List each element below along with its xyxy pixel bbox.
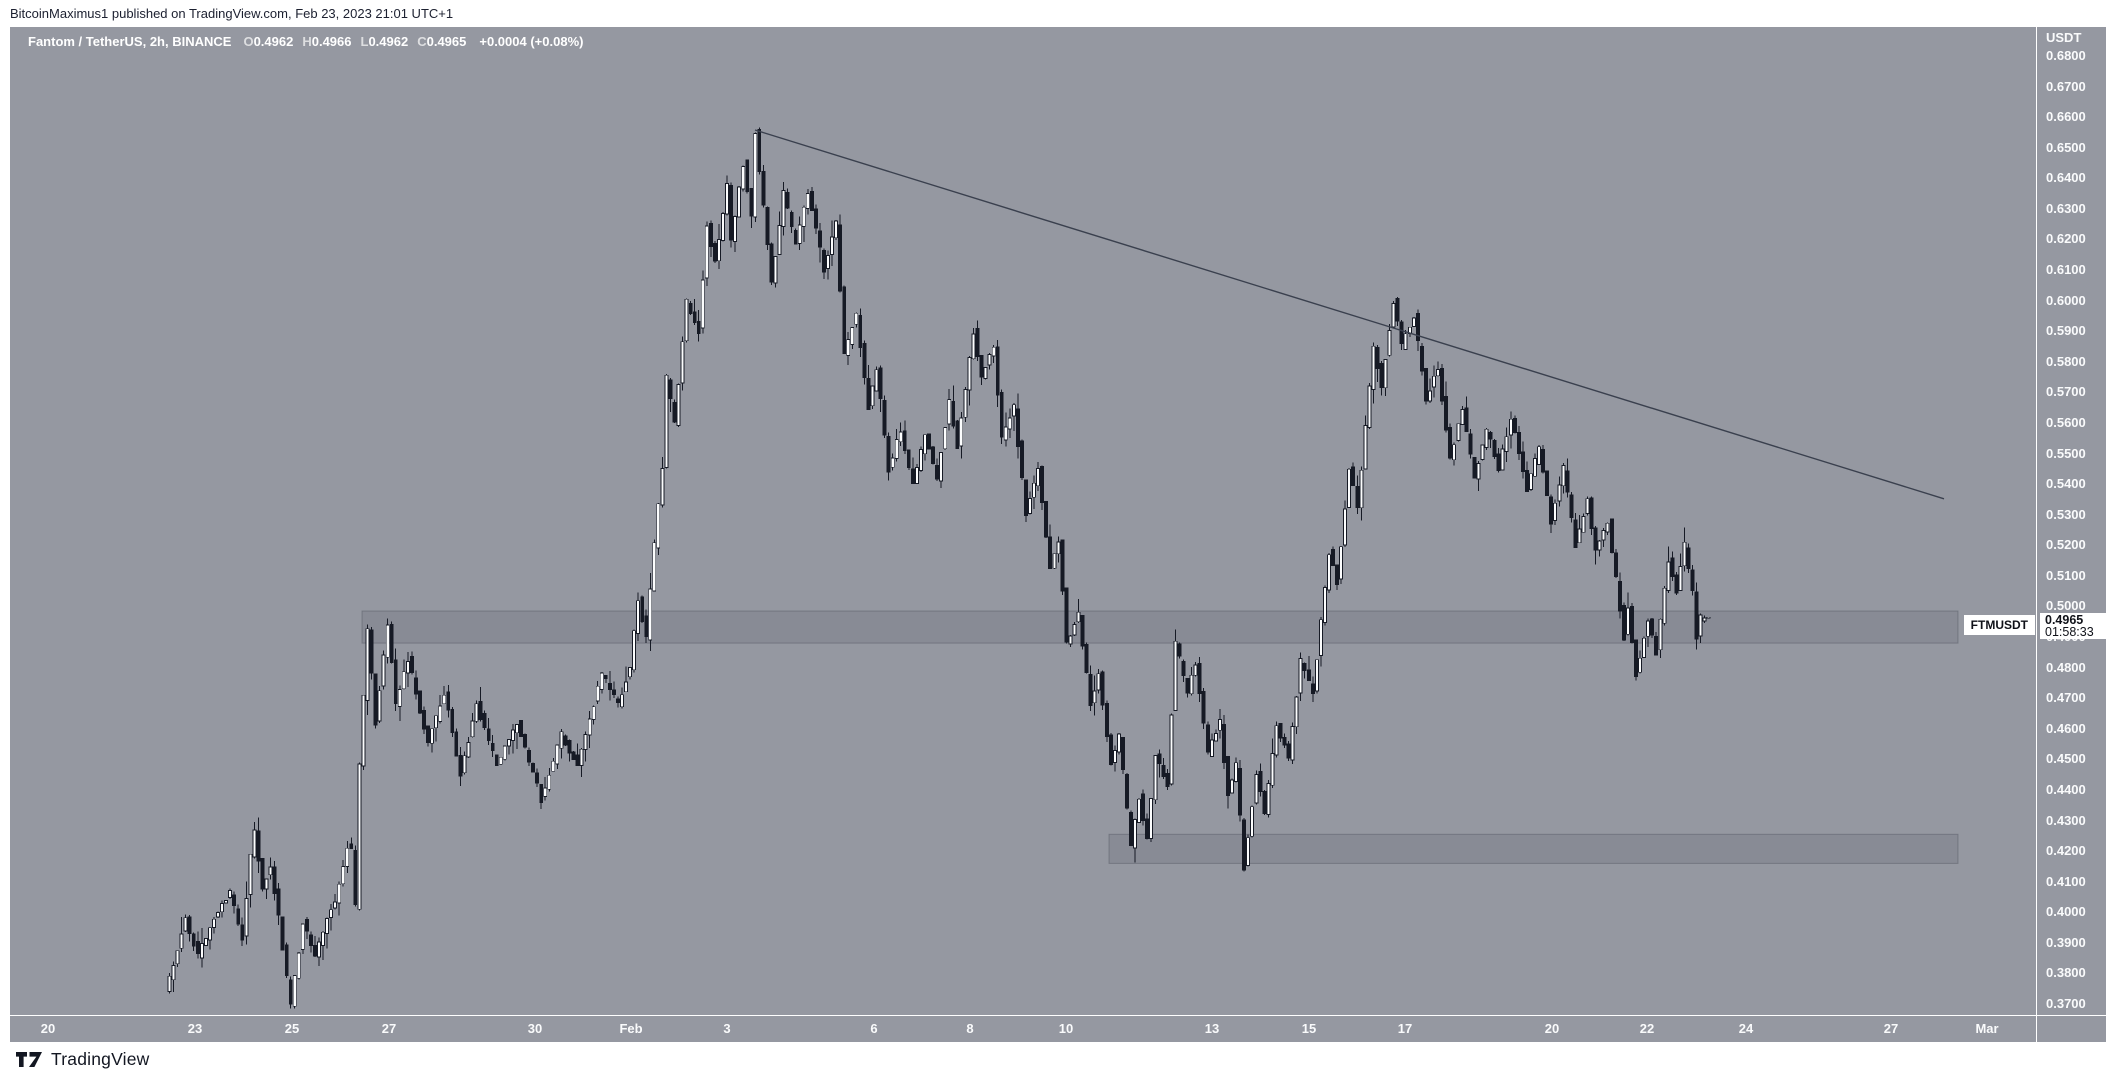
- last-price-value: 0.4965: [2045, 613, 2084, 627]
- price-tick: 0.6400: [2046, 170, 2086, 186]
- price-tick: 0.5900: [2046, 323, 2086, 339]
- price-tick: 0.4100: [2046, 873, 2086, 889]
- ohlc-h: H0.4966: [302, 34, 352, 49]
- time-tick: 20: [40, 1021, 56, 1036]
- price-tick: 0.4600: [2046, 720, 2086, 736]
- time-tick: 27: [381, 1021, 397, 1036]
- price-tick: 0.4300: [2046, 812, 2086, 828]
- descending-trendline[interactable]: [754, 129, 1945, 500]
- time-tick: 13: [1204, 1021, 1220, 1036]
- price-tick: 0.5100: [2046, 567, 2086, 583]
- time-tick: 3: [723, 1021, 731, 1036]
- price-tick: 0.6000: [2046, 292, 2086, 308]
- publish-info-text: BitcoinMaximus1 published on TradingView…: [10, 6, 454, 21]
- time-axis[interactable]: 20 23 25 27 30 Feb 3 6 8 10 13 15 17 20 22 24 27 Mar: [10, 1015, 2106, 1042]
- time-tick: 6: [870, 1021, 878, 1036]
- price-axis-unit: USDT: [2046, 30, 2082, 45]
- price-tick: 0.5500: [2046, 445, 2086, 461]
- candlestick-plot[interactable]: [10, 27, 2036, 1015]
- price-tick: 0.6100: [2046, 262, 2086, 278]
- ohlc-c: C0.4965: [417, 34, 467, 49]
- ohlc-values: O0.4962 H0.4966 L0.4962 C0.4965: [243, 34, 475, 49]
- tradingview-brand-text[interactable]: TradingView: [51, 1048, 150, 1069]
- price-tick: 0.5200: [2046, 537, 2086, 553]
- time-tick: 17: [1397, 1021, 1413, 1036]
- price-tick: 0.5600: [2046, 414, 2086, 430]
- symbol-title[interactable]: Fantom / TetherUS, 2h, BINANCE: [28, 34, 232, 49]
- price-tick: 0.4700: [2046, 690, 2086, 706]
- ohlc-l: L0.4962: [360, 34, 409, 49]
- price-tick: 0.5000: [2046, 598, 2086, 614]
- time-tick: 10: [1058, 1021, 1074, 1036]
- time-tick: 20: [1544, 1021, 1560, 1036]
- time-tick: 8: [966, 1021, 974, 1036]
- price-tick: 0.4000: [2046, 904, 2086, 920]
- price-tick: 0.3700: [2046, 996, 2086, 1011]
- candle-countdown: 01:58:33: [2045, 625, 2094, 639]
- chart-area[interactable]: Fantom / TetherUS, 2h, BINANCE O0.4962 H0…: [10, 27, 2106, 1042]
- price-tick: 0.6800: [2046, 48, 2086, 63]
- price-tick: 0.5700: [2046, 384, 2086, 400]
- price-tick: 0.4500: [2046, 751, 2086, 767]
- support-zone-0.42[interactable]: [1108, 833, 1959, 864]
- price-tick: 0.4200: [2046, 843, 2086, 859]
- price-tick: 0.6700: [2046, 78, 2086, 94]
- symbol-price-tag: FTMUSDT: [1963, 615, 2035, 635]
- time-tick: 24: [1738, 1021, 1754, 1036]
- price-tick: 0.6600: [2046, 109, 2086, 125]
- price-tick: 0.4400: [2046, 781, 2086, 797]
- price-tick: 0.6200: [2046, 231, 2086, 247]
- time-tick: 27: [1883, 1021, 1899, 1036]
- candle-series[interactable]: [167, 127, 1711, 1009]
- tradingview-logo-icon[interactable]: [15, 1051, 43, 1068]
- price-tick: 0.5800: [2046, 353, 2086, 369]
- ohlc-o: O0.4962: [243, 34, 294, 49]
- time-tick: 22: [1639, 1021, 1655, 1036]
- chart-legend: Fantom / TetherUS, 2h, BINANCE O0.4962 H0…: [28, 34, 583, 49]
- resistance-zone-0.49[interactable]: [361, 610, 1959, 644]
- time-tick: Feb: [619, 1021, 643, 1036]
- time-tick: 23: [187, 1021, 203, 1036]
- last-price-label: 0.4965 01:58:33: [2040, 613, 2106, 639]
- time-tick: Mar: [1975, 1021, 1999, 1036]
- price-tick: 0.4800: [2046, 659, 2086, 675]
- price-tick: 0.6500: [2046, 139, 2086, 155]
- time-tick: 30: [527, 1021, 543, 1036]
- price-tick: 0.5300: [2046, 506, 2086, 522]
- time-tick: 15: [1301, 1021, 1317, 1036]
- time-tick: 25: [284, 1021, 300, 1036]
- price-axis[interactable]: USDT 0.6800 0.6700 0.6600 0.6500 0.6400 0.630…: [2036, 27, 2107, 1042]
- footer: TradingView: [15, 1046, 150, 1072]
- price-tick: 0.3900: [2046, 934, 2086, 950]
- price-tick: 0.6300: [2046, 200, 2086, 216]
- price-change: +0.0004 (+0.08%): [479, 34, 584, 49]
- publish-info-bar: BitcoinMaximus1 published on TradingView…: [10, 0, 453, 27]
- price-tick: 0.3800: [2046, 965, 2086, 981]
- price-tick: 0.5400: [2046, 476, 2086, 492]
